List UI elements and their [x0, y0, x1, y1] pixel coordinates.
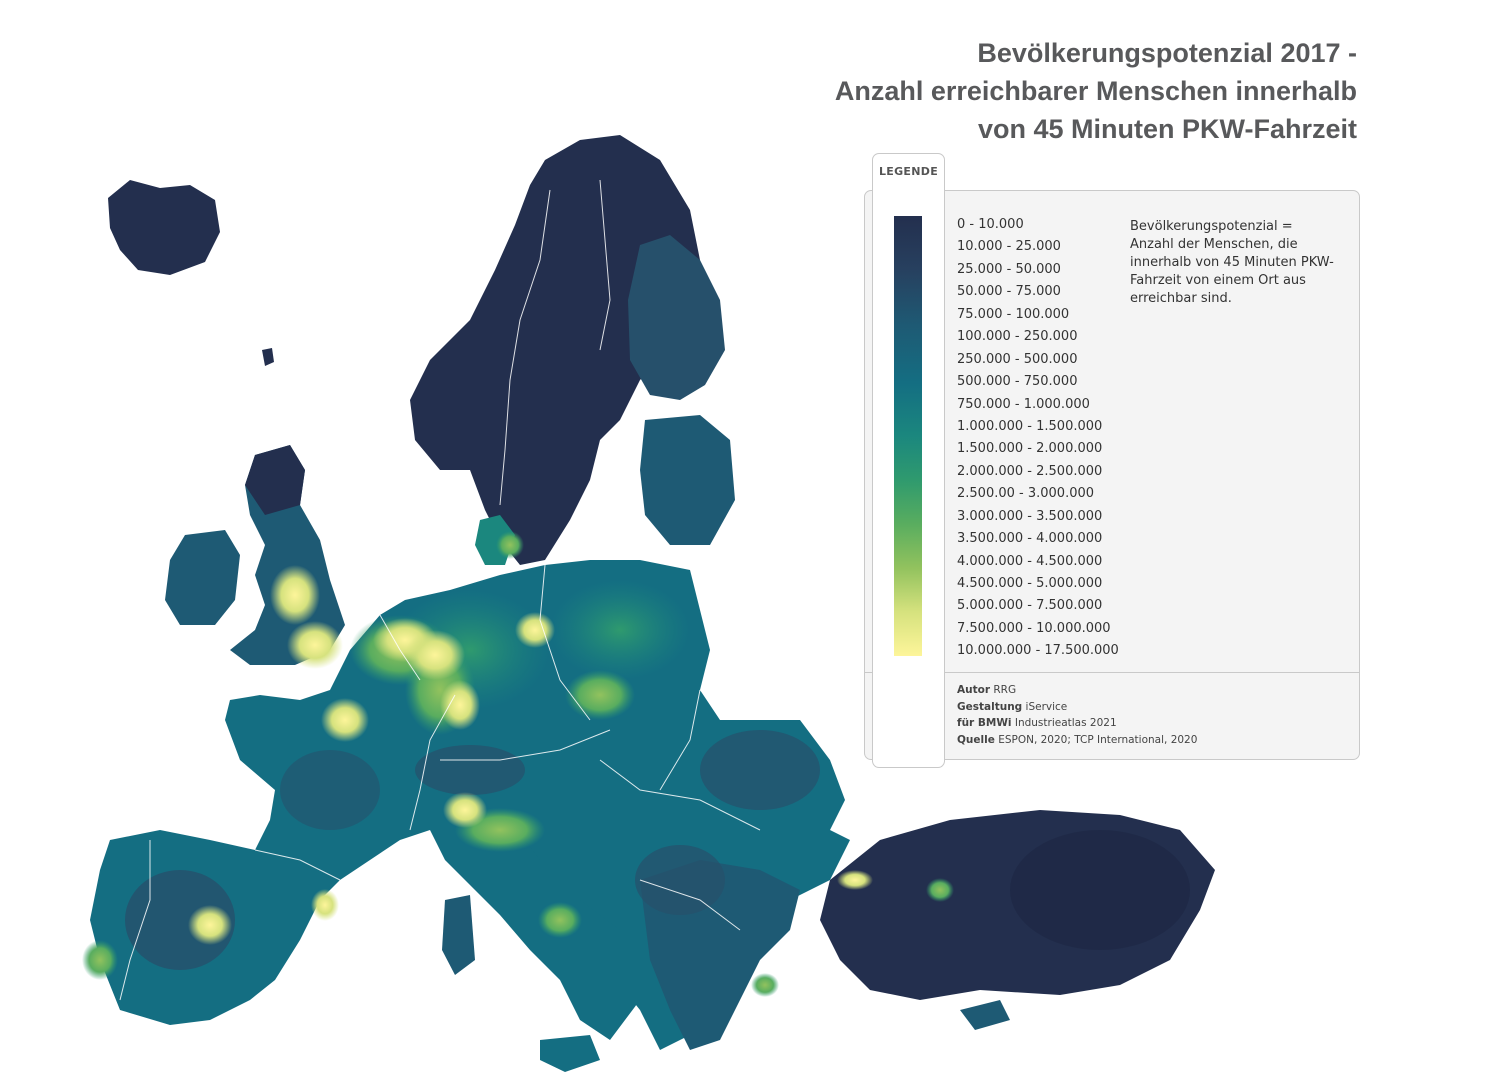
legend-divider [864, 672, 1360, 673]
legend-class: 1.500.000 - 2.000.000 [957, 441, 1103, 457]
credit-client: für BMWi Industrieatlas 2021 [957, 717, 1117, 729]
hotspot-barcelona [311, 889, 339, 921]
legend-class: 0 - 10.000 [957, 217, 1024, 232]
sicily [540, 1035, 600, 1072]
mid-area-copenhagen [496, 531, 524, 559]
legend-class: 3.500.000 - 4.000.000 [957, 531, 1103, 547]
low-area-turkey-east [1010, 830, 1190, 950]
legend-class: 100.000 - 250.000 [957, 329, 1078, 345]
credit-source: Quelle ESPON, 2020; TCP International, 2… [957, 733, 1198, 746]
faroe [262, 348, 274, 366]
legend-class: 2.500.00 - 3.000.000 [957, 486, 1095, 502]
mid-area-naples [538, 902, 582, 938]
legend-class: 7.500.000 - 10.000.000 [957, 620, 1111, 636]
legend-class: 4.500.000 - 5.000.000 [957, 576, 1103, 591]
country-borders [119, 179, 761, 1001]
map-title: Bevölkerungspotenzial 2017 - Anzahl erre… [835, 34, 1357, 148]
legend-class-list: 0 - 10.000 10.000 - 25.000 25.000 - 50.0… [957, 215, 1119, 664]
hotspot-rhine-ruhr [405, 630, 465, 680]
mid-area-poland-south [565, 670, 635, 720]
legend-heading: LEGENDE [878, 165, 939, 178]
title-line-2: Anzahl erreichbarer Menschen innerhalb [834, 76, 1357, 106]
legend-class: 75.000 - 100.000 [957, 306, 1070, 322]
low-area-alps [415, 745, 525, 795]
legend-class: 750.000 - 1.000.000 [957, 396, 1090, 412]
mid-area-ankara [926, 878, 954, 902]
legend-class: 5.000.000 - 7.500.000 [957, 598, 1103, 614]
legend-class: 50.000 - 75.000 [957, 284, 1061, 300]
hotspot-madrid [188, 905, 232, 945]
low-area-romania [700, 730, 820, 810]
mid-area-athens [751, 973, 779, 997]
legend-class: 2.000.000 - 2.500.000 [957, 463, 1103, 479]
legend-class: 10.000 - 25.000 [957, 239, 1061, 255]
finland [628, 235, 725, 400]
ireland [165, 530, 240, 625]
hotspot-london [287, 621, 343, 669]
hotspot-frankfurt [440, 680, 480, 730]
mid-area-poland [550, 580, 690, 680]
hotspot-paris [321, 698, 369, 742]
low-area-france [280, 750, 380, 830]
legend-class: 10.000.000 - 17.500.000 [957, 643, 1119, 659]
legend-class: 25.000 - 50.000 [957, 261, 1061, 277]
sardinia [442, 895, 475, 975]
legend-class: 4.000.000 - 4.500.000 [957, 553, 1103, 569]
iceland [108, 180, 220, 275]
scotland-north [245, 445, 305, 515]
hotspot-istanbul [837, 870, 873, 890]
low-area-balkans [635, 845, 725, 915]
hotspot-manchester [270, 565, 320, 625]
legend-definition-note: Bevölkerungspotenzial = Anzahl der Mensc… [1130, 219, 1334, 306]
credit-design: Gestaltung iService [957, 700, 1068, 713]
legend-panel [864, 190, 1360, 760]
baltics [640, 415, 735, 545]
low-area-spain [125, 870, 235, 970]
credits: Autor RRG Gestaltung iService für BMWi I… [957, 682, 1197, 748]
legend-class: 3.000.000 - 3.500.000 [957, 508, 1103, 524]
title-line-3: von 45 Minuten PKW-Fahrzeit [978, 114, 1357, 144]
hotspot-berlin [515, 612, 555, 648]
cyprus [960, 1000, 1010, 1030]
hotspot-milan [443, 792, 487, 828]
legend-class: 500.000 - 750.000 [957, 374, 1078, 390]
title-line-1: Bevölkerungspotenzial 2017 - [977, 38, 1357, 68]
legend-color-ramp [894, 216, 922, 656]
scandinavia [410, 135, 700, 565]
credit-author: Autor RRG [957, 684, 1017, 696]
legend-class: 1.000.000 - 1.500.000 [957, 418, 1103, 434]
legend-class: 250.000 - 500.000 [957, 351, 1078, 367]
mid-area-lisbon [82, 940, 118, 980]
